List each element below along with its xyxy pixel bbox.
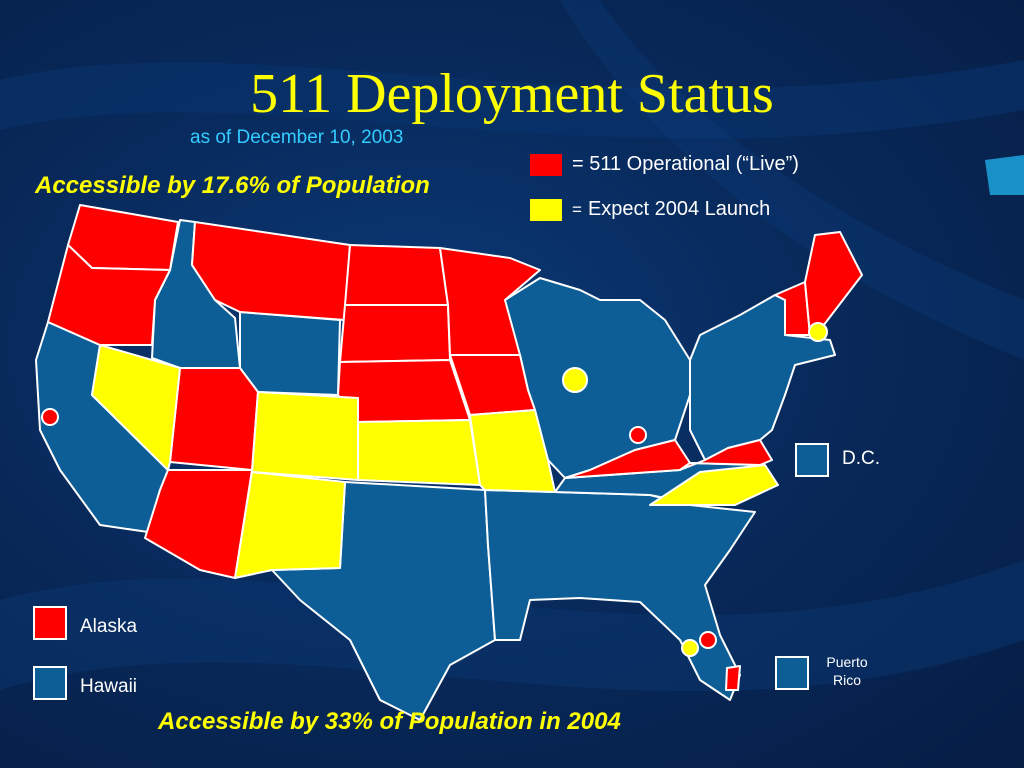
marker-tampa-yellow: [681, 639, 699, 657]
inset-puerto-rico-label-line1: Puerto: [826, 654, 868, 670]
inset-puerto-rico-box: [775, 656, 809, 690]
state-or: [47, 244, 171, 346]
inset-hawaii-box: [33, 666, 67, 700]
inset-puerto-rico-label-line2: Rico: [832, 672, 861, 688]
state-az: [144, 469, 253, 579]
inset-alaska-label: Alaska: [80, 616, 138, 637]
state-nv: [91, 344, 181, 471]
inset-puerto-rico-label: Puerto Rico: [812, 653, 882, 689]
state-co: [251, 391, 359, 481]
marker-cincinnati-red: [629, 426, 647, 444]
page-title: 511 Deployment Status: [250, 63, 774, 125]
state-me: [804, 231, 863, 336]
state-wy: [239, 311, 341, 396]
state-nc: [649, 464, 779, 506]
state-mo: [469, 409, 556, 493]
state-pa-ny-wv-md-nj-de-ma-ct-ri: [689, 294, 836, 461]
state-fl-keys: [725, 665, 741, 691]
legend-expected: = Expect 2004 Launch: [530, 198, 770, 221]
marker-boston-yellow: [808, 322, 828, 342]
legend-expected-prefix: =: [572, 199, 582, 219]
state-ar-la-ms-al-ga-fl-sc: [484, 489, 756, 701]
state-sd: [339, 304, 451, 363]
state-va: [679, 439, 773, 471]
marker-orlando-red: [699, 631, 717, 649]
legend-operational: = 511 Operational (“Live”): [530, 153, 799, 176]
marker-chicago-yellow: [562, 367, 588, 393]
legend-swatch-red: [530, 153, 562, 176]
state-ut: [169, 367, 259, 471]
inset-dc-box: [795, 443, 829, 477]
state-vt-nh: [774, 281, 811, 336]
legend-expected-label: Expect 2004 Launch: [587, 198, 771, 220]
state-ks: [357, 419, 481, 486]
inset-dc-label: D.C.: [842, 448, 880, 469]
state-ia: [449, 354, 536, 416]
marker-sf-bay-area-red: [41, 408, 59, 426]
state-nd: [344, 244, 449, 306]
state-mn: [439, 247, 541, 356]
headline-2004-access: Accessible by 33% of Population in 2004: [158, 708, 621, 735]
headline-current-access: Accessible by 17.6% of Population: [35, 172, 430, 199]
legend-swatch-yellow: [530, 198, 562, 221]
subtitle-date: as of December 10, 2003: [190, 127, 404, 148]
legend-operational-label: = 511 Operational (“Live”): [572, 153, 799, 175]
inset-hawaii-label: Hawaii: [80, 676, 138, 697]
state-nm: [234, 471, 346, 579]
inset-alaska-box: [33, 606, 67, 640]
